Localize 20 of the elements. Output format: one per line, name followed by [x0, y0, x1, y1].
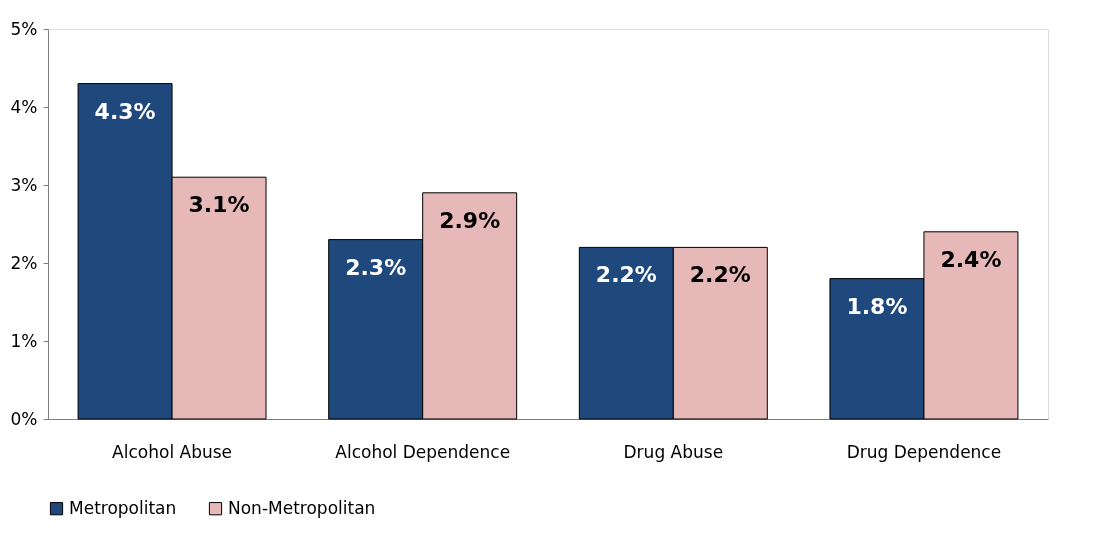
data-label: 2.4% — [940, 246, 1002, 272]
y-tick-label: 1% — [10, 330, 38, 351]
data-label: 3.1% — [188, 192, 250, 218]
legend-label: Non-Metropolitan — [228, 497, 376, 518]
x-tick-label: Drug Dependence — [846, 441, 1002, 462]
x-tick-label: Alcohol Abuse — [112, 441, 233, 462]
y-tick-label: 3% — [10, 174, 38, 195]
data-label: 2.3% — [345, 254, 407, 280]
data-label: 4.3% — [94, 98, 156, 124]
data-label: 2.2% — [689, 262, 751, 288]
y-tick-label: 4% — [10, 96, 38, 117]
y-tick-label: 0% — [10, 408, 38, 429]
legend-label: Metropolitan — [69, 497, 177, 518]
y-tick-label: 5% — [10, 18, 38, 39]
x-tick-label: Drug Abuse — [623, 441, 724, 462]
data-label: 1.8% — [846, 293, 908, 319]
data-label: 2.2% — [595, 262, 657, 288]
x-tick-label: Alcohol Dependence — [335, 441, 511, 462]
y-tick-label: 2% — [10, 252, 38, 273]
data-label: 2.9% — [439, 207, 501, 233]
